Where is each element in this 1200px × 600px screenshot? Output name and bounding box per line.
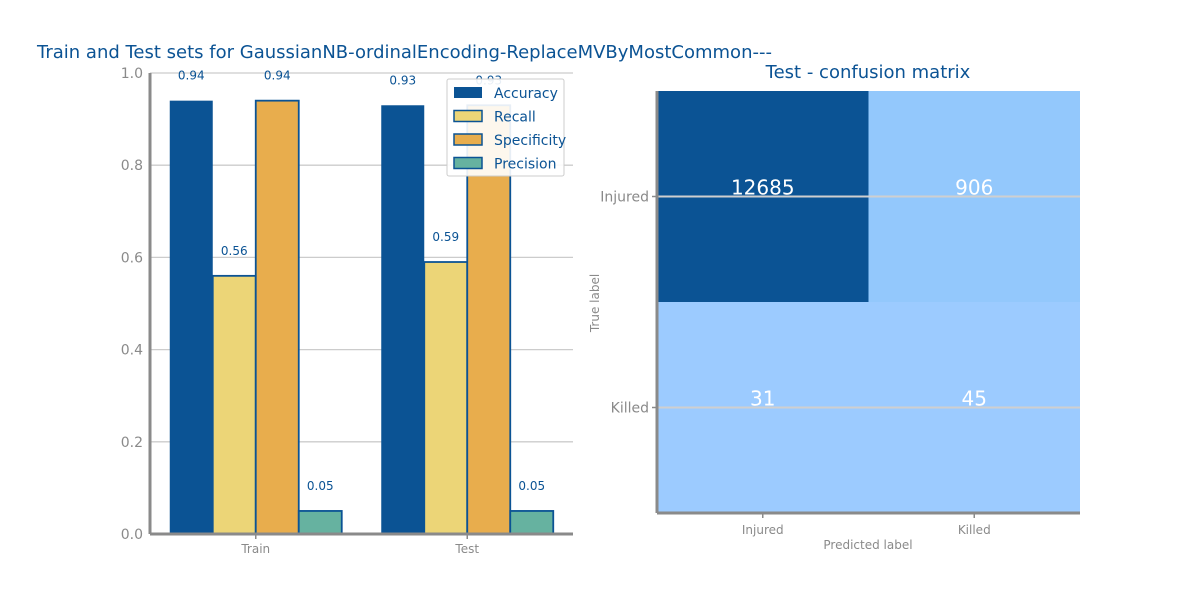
data-label: 0.93 <box>389 73 416 87</box>
data-label: 0.59 <box>432 230 459 244</box>
confusion-cell-value: 45 <box>962 387 987 411</box>
y-tick-label: 0.8 <box>121 158 143 174</box>
bar-recall-test <box>423 261 469 535</box>
confusion-matrix: Test - confusion matrix 12685 906 31 45 Inj… <box>588 62 1080 552</box>
y-tick-label: 1.0 <box>121 66 143 82</box>
legend-label: Recall <box>494 110 536 126</box>
legend-swatch <box>453 156 483 170</box>
bar-legend: Accuracy Recall Specificity Precision <box>446 78 566 177</box>
y-tick-label: 0.4 <box>121 343 143 359</box>
legend-box <box>446 78 565 177</box>
confusion-matrix-cells: 12685 906 31 45 <box>657 91 1080 513</box>
bar-recall-train <box>211 274 257 535</box>
confusion-matrix-xlabel: Predicted label <box>823 538 912 552</box>
confusion-matrix-title: Test - confusion matrix <box>765 62 971 83</box>
data-label: 0.94 <box>264 69 291 83</box>
bar-specificity-train <box>254 99 300 535</box>
x-tick-label: Injured <box>742 523 784 537</box>
legend-label: Precision <box>494 157 556 173</box>
bar-chart-title: Train and Test sets for GaussianNB-ordin… <box>36 42 772 63</box>
legend-label: Specificity <box>494 133 566 149</box>
y-tick-label: Killed <box>611 401 649 417</box>
x-tick-label: Train <box>240 542 270 556</box>
bar-accuracy-train <box>169 100 213 534</box>
bar-precision-test <box>509 510 555 535</box>
bar-accuracy-test <box>381 105 425 535</box>
legend-swatch <box>453 133 483 146</box>
data-label: 0.56 <box>221 244 248 258</box>
data-label: 0.05 <box>307 479 334 493</box>
legend-swatch <box>453 109 483 123</box>
bar-precision-train <box>297 510 343 535</box>
legend-swatch <box>454 87 482 98</box>
y-tick-label: 0.0 <box>121 527 143 543</box>
data-label: 0.05 <box>518 479 545 493</box>
confusion-cell-value: 31 <box>750 387 775 411</box>
bar-specificity-test <box>466 104 512 535</box>
bar-series: 0.940.560.940.050.930.590.930.05 <box>169 69 555 535</box>
bar-axes: 0.0 0.2 0.4 0.6 0.8 1.0 Train Test <box>121 66 573 556</box>
y-tick-label: Injured <box>600 190 649 206</box>
confusion-matrix-axes: Injured Killed Injured Killed <box>600 91 1080 537</box>
data-label: 0.94 <box>178 69 205 83</box>
y-tick-label: 0.6 <box>121 250 143 266</box>
x-tick-label: Test <box>454 542 479 556</box>
bar-chart: Train and Test sets for GaussianNB-ordin… <box>36 42 772 556</box>
confusion-matrix-ylabel: True label <box>588 274 602 333</box>
legend-label: Accuracy <box>494 86 558 102</box>
x-tick-label: Killed <box>958 523 991 537</box>
y-tick-label: 0.2 <box>121 435 143 451</box>
confusion-cell-value: 906 <box>955 176 993 200</box>
confusion-cell-value: 12685 <box>731 176 795 200</box>
